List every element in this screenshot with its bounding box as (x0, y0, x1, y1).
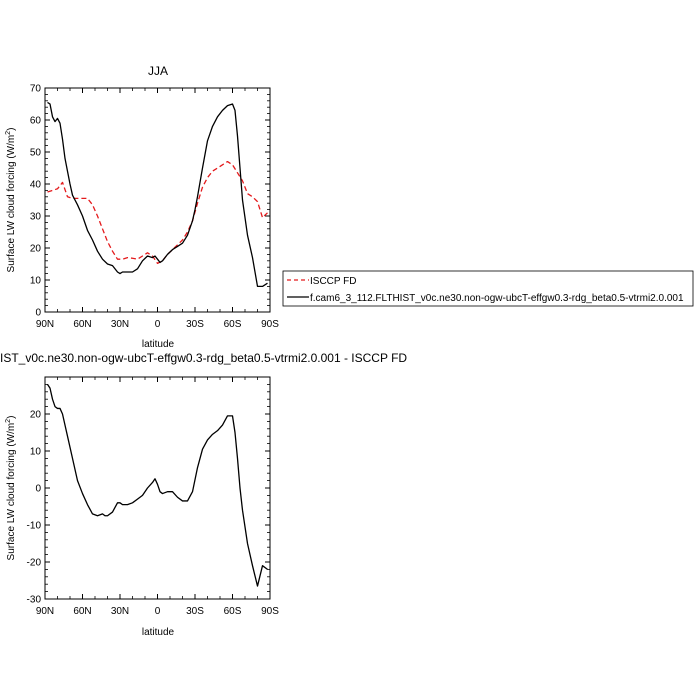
top-chart-title: JJA (148, 64, 168, 78)
bottom-series-line-0 (46, 384, 268, 587)
legend-label-isccp: ISCCP FD (310, 276, 357, 287)
top-series-line-1 (47, 101, 268, 288)
top-panel: JJA 90N 60N 30N 0 30S 60S 90S 0 10 20 30 40 50 60 70 l… (5, 64, 279, 350)
bottom-x-tick-label: 90S (261, 606, 279, 617)
bottom-x-tick-label: 90N (36, 606, 54, 617)
bottom-x-tick-label: 30N (111, 606, 129, 617)
bottom-x-tick-label: 60N (73, 606, 91, 617)
bottom-y-tick-label: -30 (27, 595, 42, 606)
top-y-tick-label: 70 (30, 84, 42, 95)
top-y-tick-label: 10 (30, 276, 42, 287)
bottom-chart-title: IST_v0c.ne30.non-ogw-ubcT-effgw0.3-rdg_b… (0, 351, 407, 365)
top-y-tick-label: 20 (30, 244, 42, 255)
top-x-tick-label: 0 (155, 319, 161, 330)
top-series-line-0 (47, 160, 268, 265)
top-y-tick-label: 40 (30, 180, 42, 191)
top-axis-ticks: 90N 60N 30N 0 30S 60S 90S 0 10 20 30 40 50 60 70 (30, 84, 279, 331)
legend-label-model: f.cam6_3_112.FLTHIST_v0c.ne30.non-ogw-ub… (310, 293, 684, 304)
bottom-y-tick-label: 20 (30, 410, 42, 421)
bottom-y-tick-label: 10 (30, 447, 42, 458)
bottom-y-tick-label: 0 (35, 484, 41, 495)
top-x-tick-label: 30N (111, 319, 129, 330)
top-y-tick-label: 50 (30, 148, 42, 159)
legend: ISCCP FD f.cam6_3_112.FLTHIST_v0c.ne30.n… (282, 270, 694, 307)
top-x-tick-label: 60N (73, 319, 91, 330)
bottom-series-lines (46, 384, 268, 587)
top-y-tick-label: 0 (35, 308, 41, 319)
top-series-lines (47, 101, 268, 288)
top-y-label-main: Surface LW cloud forcing (W/m (6, 135, 17, 273)
top-x-tick-label: 90N (36, 319, 54, 330)
top-y-axis-label: Surface LW cloud forcing (W/m2) (5, 128, 17, 273)
top-x-tick-label: 60S (224, 319, 242, 330)
bottom-y-axis-label: Surface LW cloud forcing (W/m2) (5, 416, 17, 561)
bottom-x-tick-label: 60S (224, 606, 242, 617)
top-y-label-tail: ) (6, 128, 17, 131)
top-y-tick-label: 30 (30, 212, 42, 223)
bottom-axis-ticks: 90N 60N 30N 0 30S 60S 90S -30 -20 -10 0 10 20 (27, 376, 279, 617)
bottom-x-tick-label: 30S (186, 606, 204, 617)
bottom-y-label-sup: 2 (5, 419, 12, 423)
top-y-label-sup: 2 (5, 131, 12, 135)
bottom-x-tick-label: 0 (155, 606, 161, 617)
top-x-axis-label: latitude (142, 339, 175, 350)
bottom-y-tick-label: -10 (27, 521, 42, 532)
bottom-x-axis-label: latitude (142, 627, 175, 638)
top-y-tick-label: 60 (30, 116, 42, 127)
bottom-y-label-main: Surface LW cloud forcing (W/m (6, 423, 17, 561)
bottom-panel: IST_v0c.ne30.non-ogw-ubcT-effgw0.3-rdg_b… (0, 351, 407, 638)
bottom-y-label-tail: ) (6, 416, 17, 419)
legend-box (282, 270, 694, 307)
top-x-tick-label: 90S (261, 319, 279, 330)
top-x-tick-label: 30S (186, 319, 204, 330)
bottom-y-tick-label: -20 (27, 558, 42, 569)
bottom-plot-frame (44, 376, 271, 600)
